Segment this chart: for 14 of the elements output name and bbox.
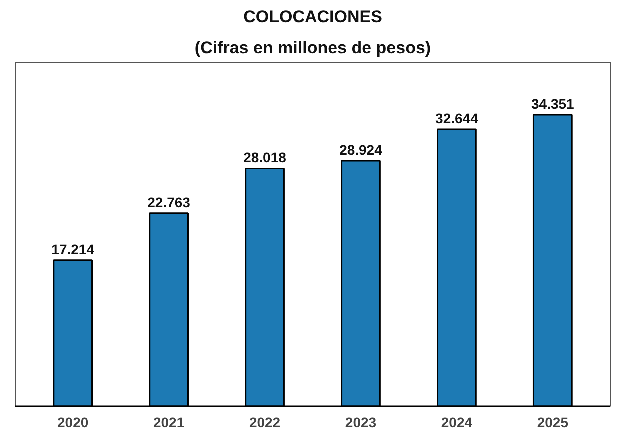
data-label: 28.924 bbox=[340, 142, 383, 158]
data-label: 22.763 bbox=[148, 194, 191, 210]
x-tick-label: 2023 bbox=[345, 414, 377, 430]
chart-subtitle: (Cifras en millones de pesos) bbox=[194, 38, 432, 58]
data-label: 28.018 bbox=[244, 150, 287, 166]
x-tick-label: 2025 bbox=[537, 414, 569, 430]
x-tick-label: 2024 bbox=[441, 414, 473, 430]
x-tick-label: 2020 bbox=[58, 414, 89, 430]
data-label: 34.351 bbox=[532, 96, 575, 112]
data-label: 17.214 bbox=[52, 241, 95, 258]
x-tick-label: 2021 bbox=[153, 414, 185, 430]
x-tick-label: 2022 bbox=[249, 414, 281, 430]
data-label: 32.644 bbox=[436, 110, 479, 126]
chart-title: COLOCACIONES bbox=[244, 8, 382, 26]
